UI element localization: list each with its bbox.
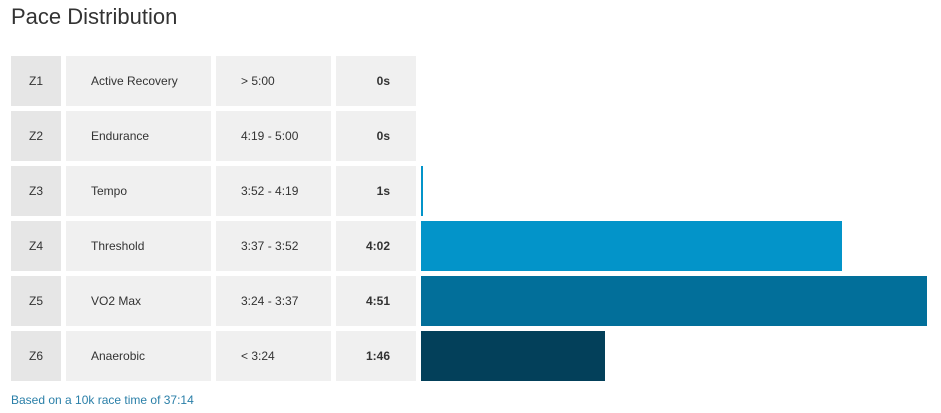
zone-label: Z4 [11,221,61,271]
zone-label: Z3 [11,166,61,216]
zone-name: VO2 Max [66,276,211,326]
zone-pace-range: > 5:00 [216,56,331,106]
zone-name: Threshold [66,221,211,271]
race-time-footnote: Based on a 10k race time of 37:14 [11,393,194,407]
zone-pace-range: 3:52 - 4:19 [216,166,331,216]
chart-title: Pace Distribution [11,4,178,29]
zone-row: Z6 Anaerobic < 3:24 1:46 [11,331,931,381]
zone-row: Z4 Threshold 3:37 - 3:52 4:02 [11,221,931,271]
zone-name: Endurance [66,111,211,161]
zone-name: Tempo [66,166,211,216]
zone-time-bar [421,276,927,326]
zone-row: Z3 Tempo 3:52 - 4:19 1s [11,166,931,216]
zone-time: 1s [336,166,416,216]
zone-row: Z2 Endurance 4:19 - 5:00 0s [11,111,931,161]
zone-label: Z6 [11,331,61,381]
zone-time: 0s [336,56,416,106]
zone-name: Anaerobic [66,331,211,381]
zone-pace-range: < 3:24 [216,331,331,381]
zone-time: 0s [336,111,416,161]
zone-pace-range: 4:19 - 5:00 [216,111,331,161]
zone-time: 1:46 [336,331,416,381]
zone-time-bar [421,221,842,271]
zone-time-bar [421,331,605,381]
zone-row: Z5 VO2 Max 3:24 - 3:37 4:51 [11,276,931,326]
zone-label: Z2 [11,111,61,161]
zone-time-bar [421,166,423,216]
zone-time: 4:02 [336,221,416,271]
zone-label: Z1 [11,56,61,106]
zone-pace-range: 3:37 - 3:52 [216,221,331,271]
zone-name: Active Recovery [66,56,211,106]
zone-pace-range: 3:24 - 3:37 [216,276,331,326]
zone-time: 4:51 [336,276,416,326]
zone-row: Z1 Active Recovery > 5:00 0s [11,56,931,106]
zone-label: Z5 [11,276,61,326]
